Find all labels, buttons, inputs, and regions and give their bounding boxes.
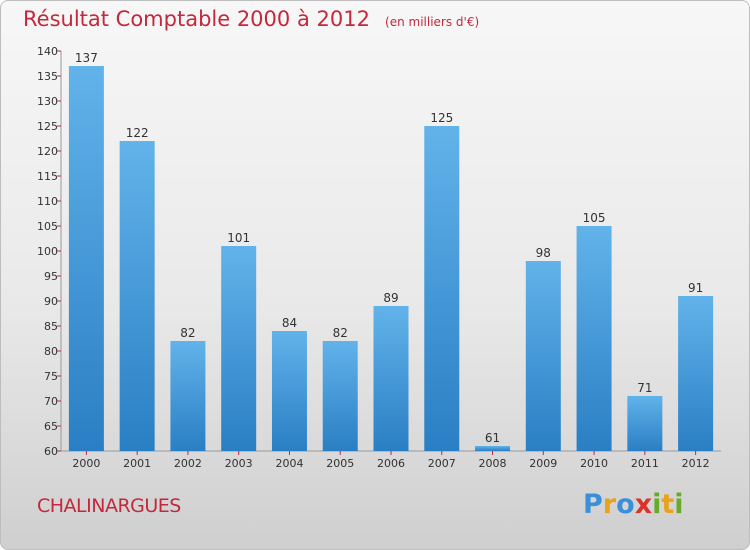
value-label: 89 xyxy=(383,291,398,305)
x-tick-label: 2000 xyxy=(72,457,100,470)
x-tick-label: 2012 xyxy=(682,457,710,470)
logo-letter: i xyxy=(652,489,662,520)
bar-2012 xyxy=(678,296,714,451)
x-tick-label: 2008 xyxy=(479,457,507,470)
x-tick-label: 2011 xyxy=(631,457,659,470)
logo-letter: x xyxy=(634,489,653,520)
value-label: 82 xyxy=(333,326,348,340)
town-name: CHALINARGUES xyxy=(37,495,181,517)
logo-letter: P xyxy=(583,489,603,520)
bar-2007 xyxy=(424,126,460,451)
bar-2003 xyxy=(221,246,257,451)
value-label: 61 xyxy=(485,431,500,445)
bar-2010 xyxy=(576,226,612,451)
value-label: 101 xyxy=(227,231,250,245)
y-tick-label: 115 xyxy=(37,170,58,183)
bar-2005 xyxy=(322,341,358,451)
y-tick-label: 100 xyxy=(37,245,58,258)
y-tick-label: 135 xyxy=(37,70,58,83)
bar-2009 xyxy=(525,261,561,451)
x-tick-label: 2007 xyxy=(428,457,456,470)
y-tick-label: 60 xyxy=(44,445,58,458)
y-tick-label: 85 xyxy=(44,320,58,333)
bar-2008 xyxy=(475,446,511,451)
value-label: 91 xyxy=(688,281,703,295)
value-label: 105 xyxy=(583,211,606,225)
x-tick-label: 2001 xyxy=(123,457,151,470)
y-tick-label: 140 xyxy=(37,45,58,58)
x-tick-label: 2004 xyxy=(275,457,303,470)
y-tick-label: 75 xyxy=(44,370,58,383)
value-label: 84 xyxy=(282,316,297,330)
x-tick-label: 2005 xyxy=(326,457,354,470)
value-label: 98 xyxy=(536,246,551,260)
bars xyxy=(68,66,714,451)
bar-2001 xyxy=(119,141,155,451)
bar-2002 xyxy=(170,341,206,451)
logo-letter: r xyxy=(602,489,617,520)
title-text: Résultat Comptable 2000 à 2012 xyxy=(23,7,370,31)
x-tick-label: 2006 xyxy=(377,457,405,470)
y-tick-label: 105 xyxy=(37,220,58,233)
y-tick-label: 130 xyxy=(37,95,58,108)
value-label: 82 xyxy=(180,326,195,340)
chart-title: Résultat Comptable 2000 à 2012 (en milli… xyxy=(23,7,479,31)
y-tick-label: 65 xyxy=(44,420,58,433)
x-tick-label: 2010 xyxy=(580,457,608,470)
value-label: 71 xyxy=(637,381,652,395)
value-labels: 137 122 82 101 84 82 89 125 61 98 105 71 91 xyxy=(75,51,703,445)
y-tick-label: 90 xyxy=(44,295,58,308)
bar-2000 xyxy=(68,66,104,451)
logo-letter: t xyxy=(661,489,675,520)
value-label: 137 xyxy=(75,51,98,65)
x-tick-label: 2009 xyxy=(529,457,557,470)
y-tick-label: 125 xyxy=(37,120,58,133)
axes: 60 65 70 75 80 85 90 95 100 105 110 115 120 125 130 135… xyxy=(37,45,721,470)
unit-label: (en milliers d'€) xyxy=(385,15,480,29)
bar-2006 xyxy=(373,306,409,451)
y-tick-label: 110 xyxy=(37,195,58,208)
bar-2011 xyxy=(627,396,663,451)
logo-letter: o xyxy=(616,489,635,520)
bar-2004 xyxy=(271,331,307,451)
y-tick-label: 70 xyxy=(44,395,58,408)
value-label: 125 xyxy=(430,111,453,125)
proxiti-logo: Proxiti xyxy=(583,489,684,520)
y-tick-label: 80 xyxy=(44,345,58,358)
value-label: 122 xyxy=(126,126,149,140)
y-tick-label: 120 xyxy=(37,145,58,158)
y-tick-label: 95 xyxy=(44,270,58,283)
x-tick-label: 2003 xyxy=(225,457,253,470)
logo-letter: i xyxy=(674,489,684,520)
x-tick-label: 2002 xyxy=(174,457,202,470)
